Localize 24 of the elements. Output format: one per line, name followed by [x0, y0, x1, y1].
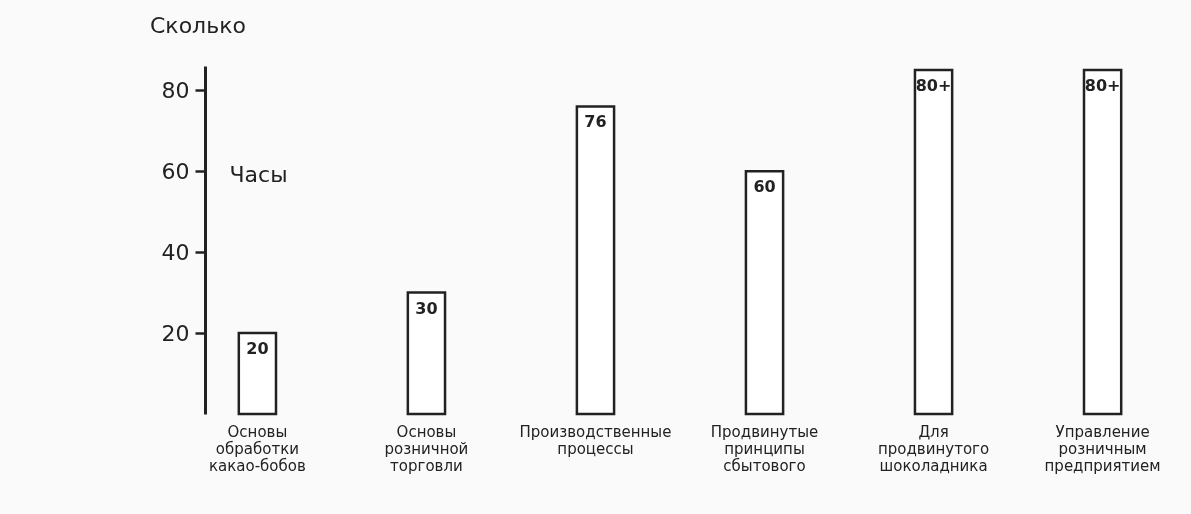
bar: [1082, 68, 1123, 416]
y-axis-title: Часы: [229, 161, 288, 187]
bar: [913, 68, 954, 416]
x-tick-label: Для продвинутого шоколадника: [878, 422, 990, 475]
x-tick-label: Основы обработки какао-бобов: [209, 422, 306, 475]
x-tick-label: Продвинутые принципы сбытового: [710, 422, 819, 475]
y-tick-label: 40: [161, 239, 190, 265]
x-tick-label: Управление розничным предприятием: [1044, 422, 1161, 475]
data-label: 30: [415, 298, 438, 318]
x-tick-label: Производственные процессы: [519, 422, 672, 458]
bar: [744, 169, 785, 416]
data-label: 76: [584, 112, 607, 132]
data-label: 20: [246, 339, 269, 359]
data-label: 80+: [1084, 76, 1121, 96]
bar: [575, 105, 616, 416]
data-label: 60: [753, 177, 776, 197]
bar: [237, 331, 278, 416]
y-tick-label: 60: [161, 158, 190, 184]
data-label: 80+: [915, 76, 952, 96]
y-tick-label: 20: [161, 320, 190, 346]
chart-title: Сколько: [150, 13, 246, 38]
x-tick-label: Основы розничной торговли: [384, 422, 469, 475]
y-tick-label: 80: [161, 77, 190, 103]
bar: [406, 291, 447, 416]
